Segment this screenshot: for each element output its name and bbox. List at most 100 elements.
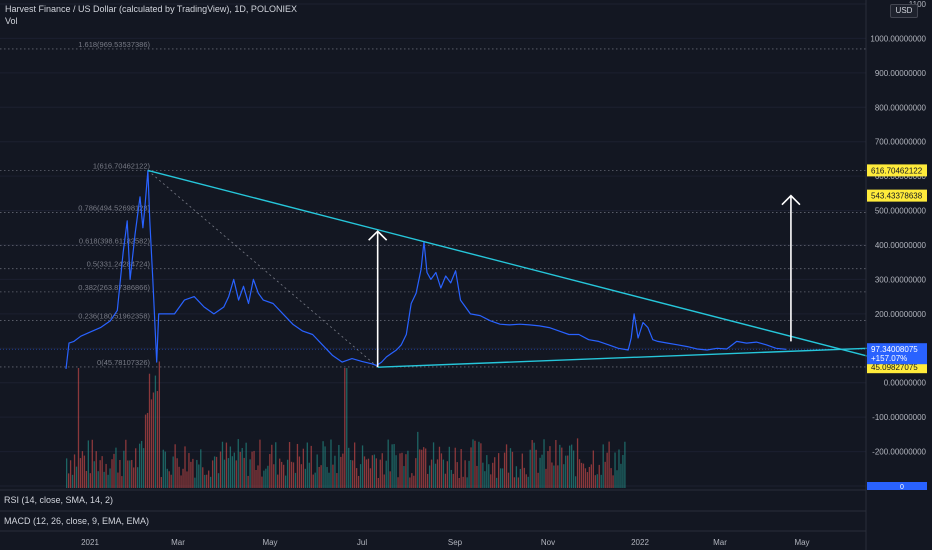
price-line [65,170,787,369]
y-tick-label: 700.00000000 [875,138,927,147]
volume-bar [182,468,184,488]
x-tick-label: Nov [541,538,555,547]
volume-bar [138,443,141,488]
volume-bar [401,452,403,488]
volume-bar [239,451,241,488]
volume-bar [135,448,137,488]
volume-bar [255,469,257,488]
volume-bar [245,442,247,488]
volume-bar [391,444,393,488]
volume-bar [67,473,70,488]
top-level-tag: 616.70462122 [871,166,923,175]
volume-bar [121,476,123,488]
volume-bar [407,450,409,488]
volume-bar [486,455,488,488]
volume-bar [498,453,500,488]
volume-bar [137,467,139,488]
trendlines[interactable] [147,169,872,368]
volume-bar [91,439,93,488]
time-axis[interactable]: 2021 Mar May Jul Sep Nov 2022 Mar May [81,538,809,547]
volume-bar [273,464,275,488]
volume-bar [361,445,364,488]
price-axis[interactable]: 11001000.00000000900.00000000800.0000000… [870,0,926,491]
volume-bar [336,473,338,488]
volume-bar [269,454,271,488]
volume-bar [243,457,245,488]
volume-bar [213,456,216,488]
rsi-label[interactable]: RSI (14, close, SMA, 14, 2) [4,495,114,505]
currency-button[interactable]: USD [890,4,918,18]
volume-bar [206,474,208,488]
volume-bar [580,462,583,488]
volume-bar [304,468,306,488]
volume-bar [318,466,320,488]
volume-bar [131,459,133,488]
volume-bar [367,458,370,488]
volume-bar [229,446,232,488]
volume-bar [188,453,190,488]
volume-bar [569,445,571,488]
volume-bar [231,456,233,488]
volume-bar [458,477,460,488]
volume-bar [442,459,445,488]
projection-arrows[interactable] [368,194,801,368]
volume-histogram [66,361,626,488]
volume-bar [614,452,616,488]
volume-bar [377,477,379,488]
volume-bar [144,414,147,488]
macd-label[interactable]: MACD (12, 26, close, 9, EMA, EMA) [4,516,150,526]
volume-bar [160,477,162,488]
volume-bar [332,464,334,488]
volume-bar [505,444,508,488]
volume-bar [328,472,330,488]
target-level-tag-bg [867,189,927,202]
volume-bar [484,471,486,488]
x-tick-label: May [262,538,277,547]
y-tick-label: 200.00000000 [875,310,927,319]
volume-bar [462,476,464,488]
volume-bar [105,463,107,488]
fib-level-label: 0.236(180.51962358) [78,312,150,321]
volume-bar [369,468,372,488]
fib-level-label: 0.5(331.24284724) [87,260,151,269]
volume-bar [440,453,443,488]
volume-bar [198,464,200,488]
volume-bar [117,472,119,488]
volume-bar [578,459,581,488]
volume-bar [624,441,626,488]
fib-connector-line [147,170,378,368]
volume-zero-tag-bg [867,482,927,490]
volume-bar [488,464,490,488]
volume-bar [426,473,429,488]
volume-bar [200,449,202,488]
volume-bar [454,447,456,488]
volume-bar [296,443,299,488]
volume-bar [434,463,437,488]
volume-bar [290,461,293,488]
volume-bar [395,455,397,488]
volume-zero-tag: 0 [900,484,904,491]
volume-bar [438,446,441,488]
x-tick-label: Jul [357,538,367,547]
volume-bar [436,459,439,488]
volume-bar [472,439,474,488]
volume-bar [71,474,74,488]
volume-bar [156,391,159,488]
volume-bar [346,368,348,488]
volume-bar [448,446,450,488]
volume-bar [164,451,166,488]
x-tick-label: May [794,538,809,547]
volume-bar [525,474,527,488]
volume-bar [389,471,391,488]
volume-bar [600,474,602,488]
volume-bar [85,470,88,488]
volume-bar [474,440,476,488]
volume-bar [95,451,97,488]
volume-bar [468,460,470,488]
volume-bar [557,465,559,488]
volume-bar [588,466,591,488]
volume-bar [259,439,261,488]
volume-bar [292,462,295,488]
x-tick-label: Mar [171,538,185,547]
